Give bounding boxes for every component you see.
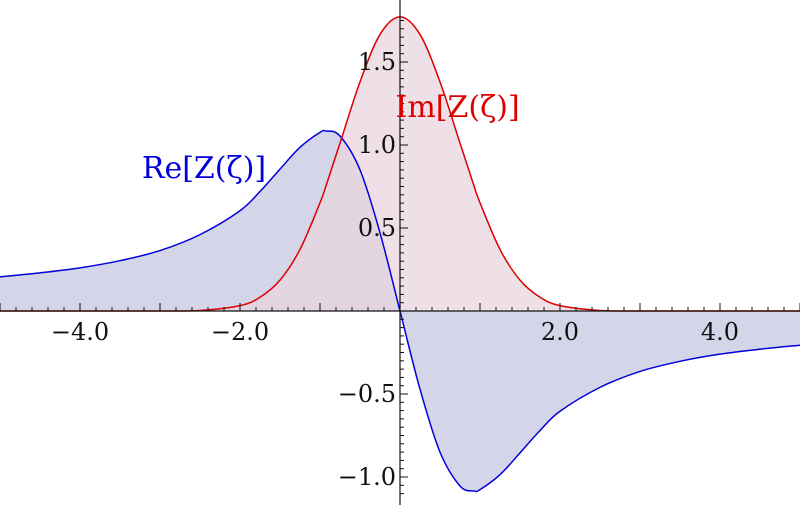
y-tick-label: −1.0 bbox=[338, 463, 396, 491]
x-tick-label: 4.0 bbox=[701, 318, 739, 346]
tick-labels: −4.0 −2.0 2.0 4.0 1.5 1.0 0.5 −0.5 −1.0 bbox=[51, 48, 739, 491]
x-tick-label: −2.0 bbox=[211, 318, 269, 346]
x-tick-label: 2.0 bbox=[541, 318, 579, 346]
y-tick-label: 0.5 bbox=[358, 214, 396, 242]
y-tick-label: 1.0 bbox=[358, 131, 396, 159]
x-tick-label: −4.0 bbox=[51, 318, 109, 346]
series-label-1: Im[Z(ζ)] bbox=[395, 90, 519, 125]
series-label-0: Re[Z(ζ)] bbox=[142, 151, 266, 186]
axis-ticks bbox=[0, 20, 800, 495]
y-tick-label: −0.5 bbox=[338, 380, 396, 408]
y-tick-label: 1.5 bbox=[358, 48, 396, 76]
series-annotations: Re[Z(ζ)] Im[Z(ζ)] bbox=[142, 90, 520, 186]
